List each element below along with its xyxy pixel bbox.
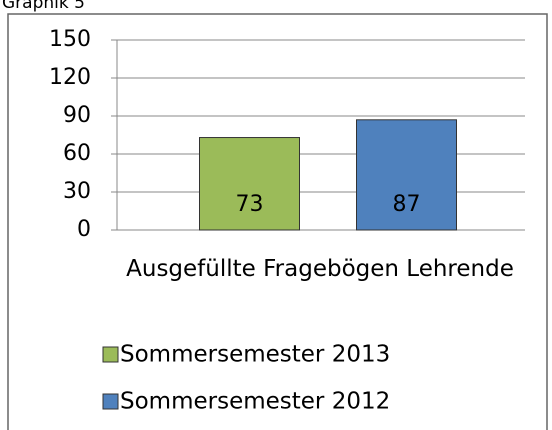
legend-swatch xyxy=(102,393,119,410)
legend-swatch xyxy=(102,346,119,363)
y-tick-label: 30 xyxy=(63,179,91,204)
y-tick-label: 60 xyxy=(63,141,91,166)
bar xyxy=(199,137,300,231)
bar xyxy=(356,119,457,231)
y-tick-label: 150 xyxy=(49,27,91,52)
legend-label: Sommersemester 2012 xyxy=(120,389,390,415)
y-tick-label: 0 xyxy=(77,217,91,242)
y-tick-label: 90 xyxy=(63,103,91,128)
data-label: 73 xyxy=(236,192,264,217)
data-label: 87 xyxy=(393,192,421,217)
legend-label: Sommersemester 2013 xyxy=(120,342,390,368)
y-tick-label: 120 xyxy=(49,65,91,90)
x-tick-label: Ausgefüllte Fragebögen Lehrende xyxy=(126,256,514,282)
chart-title: Graphik 5 xyxy=(2,0,85,13)
